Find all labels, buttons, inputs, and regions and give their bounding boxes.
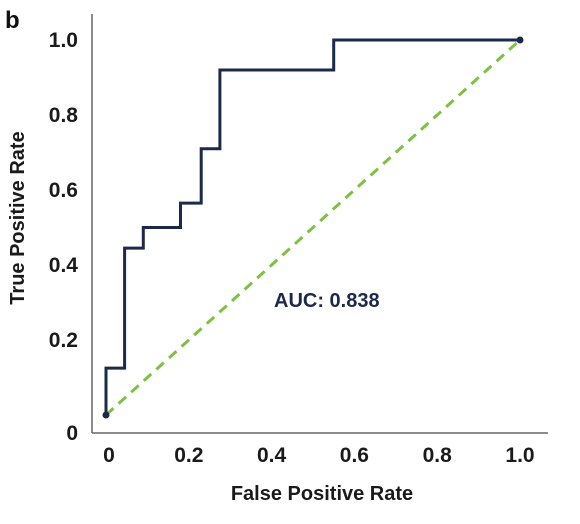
x-tick-label: 0.4 <box>257 444 287 467</box>
x-axis-title: False Positive Rate <box>231 483 413 505</box>
panel-label: b <box>5 7 20 34</box>
y-tick-label: 0.2 <box>49 329 78 352</box>
y-tick-label: 0 <box>66 422 78 445</box>
y-tick-label: 0.4 <box>49 254 79 277</box>
roc-start-point <box>102 411 110 419</box>
roc-end-point <box>516 36 524 44</box>
y-tick-label: 1.0 <box>49 29 78 52</box>
y-tick-label: 0.8 <box>49 104 79 127</box>
x-tick-label: 1.0 <box>505 444 534 467</box>
x-tick-label: 0.6 <box>340 444 369 467</box>
chance-diagonal-line <box>104 38 522 417</box>
auc-annotation: AUC: 0.838 <box>274 290 380 312</box>
y-axis-title: True Positive Rate <box>7 131 29 304</box>
y-tick-label: 0.6 <box>49 179 78 202</box>
x-tick-label: 0 <box>103 444 115 467</box>
x-tick-label: 0.8 <box>423 444 453 467</box>
x-tick-labels: 0 0.2 0.4 0.6 0.8 1.0 <box>103 444 534 467</box>
roc-curve-line <box>104 38 520 415</box>
y-tick-labels: 0 0.2 0.4 0.6 0.8 1.0 <box>49 29 79 445</box>
x-tick-label: 0.2 <box>174 444 203 467</box>
